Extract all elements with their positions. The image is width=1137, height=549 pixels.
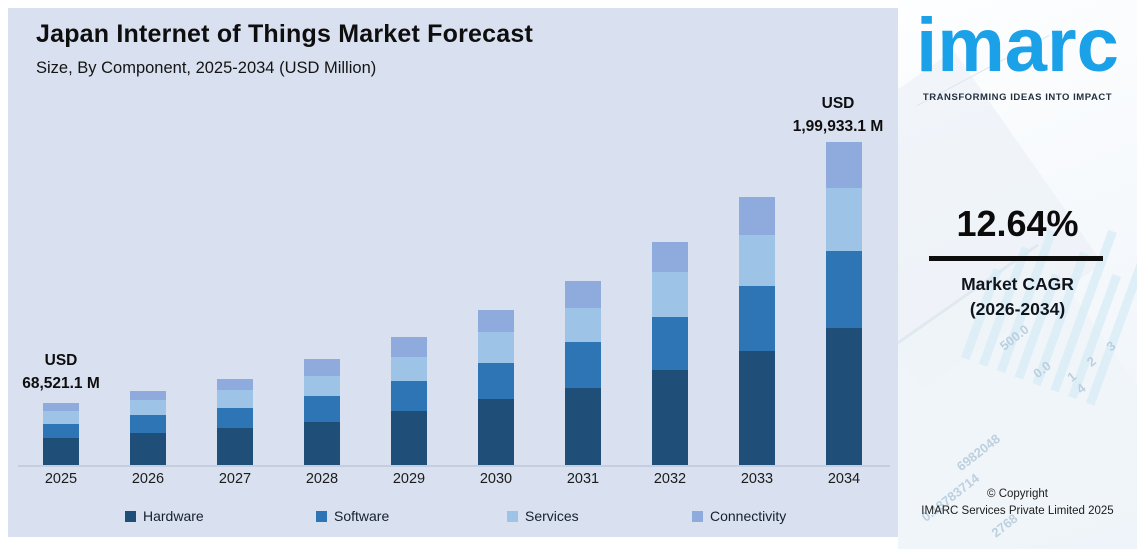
legend-item-services: Services (507, 508, 579, 524)
legend-label: Services (525, 508, 579, 524)
bar-segment-hardware (826, 328, 862, 465)
bar-segment-software (304, 396, 340, 422)
legend-swatch-software (316, 510, 327, 522)
annotation-2034-currency: USD (821, 95, 855, 112)
legend-item-connectivity: Connectivity (692, 508, 786, 524)
bar-segment-hardware (739, 351, 775, 465)
watermark-text: 500.0 (996, 321, 1032, 354)
legend-swatch-connectivity (692, 510, 703, 522)
bar-segment-software (130, 415, 166, 433)
x-axis-label-2028: 2028 (305, 471, 339, 487)
x-axis-label-2032: 2032 (653, 471, 687, 487)
bar-segment-connectivity (739, 197, 775, 235)
cagr-period: (2026-2034) (969, 299, 1066, 319)
watermark-text: 0.0 (1030, 358, 1054, 381)
page-subtitle: Size, By Component, 2025-2034 (USD Milli… (36, 59, 377, 77)
watermark-text: 6982048 (953, 431, 1003, 474)
bar-segment-software (652, 317, 688, 370)
x-axis-label-2027: 2027 (218, 471, 252, 487)
bar-2032 (652, 242, 688, 465)
bar-segment-services (478, 332, 514, 363)
x-axis-label-2029: 2029 (392, 471, 426, 487)
bar-segment-software (217, 408, 253, 428)
bar-segment-connectivity (130, 391, 166, 400)
bar-segment-services (826, 188, 862, 251)
legend-item-software: Software (316, 508, 389, 524)
bar-segment-software (826, 251, 862, 328)
annotation-2025-total: USD 68,521.1 M (0, 349, 124, 396)
bar-segment-services (391, 357, 427, 381)
bar-segment-services (217, 390, 253, 408)
bar-2027 (217, 379, 253, 465)
bar-segment-hardware (43, 438, 79, 465)
bar-segment-software (478, 363, 514, 399)
bar-segment-services (130, 400, 166, 415)
copyright-line2: IMARC Services Private Limited 2025 (921, 505, 1114, 517)
bar-segment-hardware (391, 411, 427, 465)
x-axis-label-2034: 2034 (827, 471, 861, 487)
bar-2034 (826, 142, 862, 465)
bar-2026 (130, 391, 166, 465)
bar-segment-software (391, 381, 427, 411)
x-axis-baseline (18, 465, 890, 467)
annotation-2025-value: 68,521.1 M (22, 375, 100, 393)
bar-segment-software (43, 424, 79, 438)
legend-label: Hardware (143, 508, 204, 524)
annotation-2034-total: USD 1,99,933.1 M (755, 92, 921, 139)
annotation-2034-value: 1,99,933.1 M (792, 118, 884, 136)
brand-sidebar: 500.0 0.0 1 2 3 4 6982048 0.18783714 276… (898, 0, 1137, 549)
bar-segment-software (739, 286, 775, 351)
page-title: Japan Internet of Things Market Forecast (36, 20, 533, 48)
bar-segment-services (652, 272, 688, 317)
legend-swatch-services (507, 510, 518, 522)
x-axis-label-2026: 2026 (131, 471, 165, 487)
bar-2028 (304, 359, 340, 465)
x-axis-label-2031: 2031 (566, 471, 600, 487)
bar-segment-hardware (565, 388, 601, 465)
x-axis-label-2025: 2025 (44, 471, 78, 487)
watermark-text: 1 2 3 4 (1064, 333, 1124, 397)
bar-segment-services (739, 235, 775, 286)
bar-segment-hardware (478, 399, 514, 465)
bar-segment-connectivity (391, 337, 427, 357)
imarc-logo: imarc (916, 3, 1119, 88)
bar-segment-hardware (217, 428, 253, 465)
bar-segment-connectivity (478, 310, 514, 332)
imarc-tagline: TRANSFORMING IDEAS INTO IMPACT (922, 92, 1113, 103)
cagr-divider (929, 256, 1103, 261)
legend-label: Connectivity (710, 508, 787, 524)
bar-2031 (565, 281, 601, 465)
bar-segment-services (43, 411, 79, 424)
annotation-2025-currency: USD (44, 352, 78, 369)
bar-segment-services (565, 308, 601, 342)
copyright-line1: © Copyright (987, 488, 1048, 500)
bar-2029 (391, 337, 427, 465)
x-axis-label-2030: 2030 (479, 471, 513, 487)
chart-panel: Japan Internet of Things Market Forecast… (8, 8, 898, 537)
legend-swatch-hardware (125, 510, 136, 522)
bar-segment-services (304, 376, 340, 396)
bar-segment-hardware (304, 422, 340, 465)
cagr-value: 12.64% (956, 203, 1079, 244)
bar-segment-connectivity (43, 403, 79, 411)
bar-segment-hardware (652, 370, 688, 465)
bar-segment-software (565, 342, 601, 388)
x-axis-label-2033: 2033 (740, 471, 774, 487)
cagr-label: Market CAGR (961, 274, 1074, 294)
bar-segment-hardware (130, 433, 166, 465)
bar-segment-connectivity (826, 142, 862, 188)
legend-label: Software (334, 508, 390, 524)
bar-2033 (739, 197, 775, 465)
bar-segment-connectivity (304, 359, 340, 376)
bar-segment-connectivity (217, 379, 253, 390)
bar-2025 (43, 403, 79, 465)
bar-2030 (478, 310, 514, 465)
bar-segment-connectivity (565, 281, 601, 308)
bar-segment-connectivity (652, 242, 688, 272)
legend-item-hardware: Hardware (125, 508, 204, 524)
